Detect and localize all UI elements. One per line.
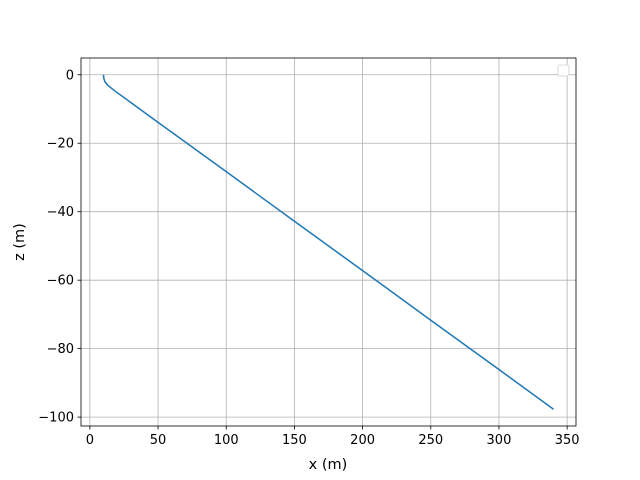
- line: [102, 74, 554, 410]
- x-tick-label: 100: [214, 433, 239, 448]
- x-tick-label: 350: [555, 433, 580, 448]
- y-tick-label: −80: [47, 342, 74, 357]
- y-tick-label: −60: [47, 274, 74, 289]
- y-tick-label: 0: [66, 68, 74, 83]
- plot-frame: [80, 57, 577, 427]
- x-tick-label: 0: [86, 433, 94, 448]
- x-tick-label: 300: [487, 433, 512, 448]
- x-tick-label: 150: [282, 433, 307, 448]
- y-tick-label: −20: [47, 137, 74, 152]
- y-tick-label: −40: [47, 205, 74, 220]
- x-tick-label: 50: [150, 433, 167, 448]
- x-tick-label: 250: [418, 433, 443, 448]
- x-axis-label: x (m): [309, 457, 348, 473]
- legend: [557, 64, 570, 77]
- y-axis-label: z (m): [12, 223, 28, 261]
- x-tick-label: 200: [350, 433, 375, 448]
- y-tick-label: −100: [38, 411, 74, 426]
